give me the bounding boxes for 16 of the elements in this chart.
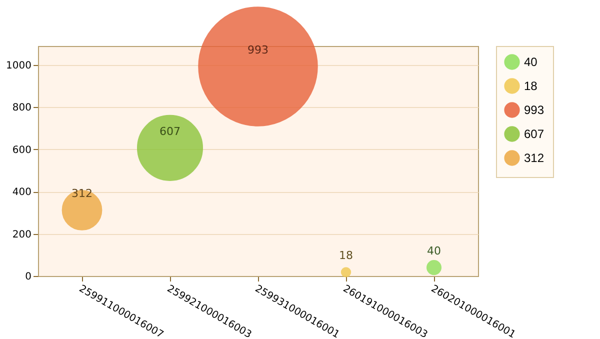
y-tick-label: 400 [12,187,32,198]
legend-label: 40 [524,55,538,69]
legend-label: 18 [524,79,538,93]
data-label: 993 [248,43,268,56]
legend-label: 312 [524,151,544,165]
data-label: 18 [339,249,353,262]
y-tick-label: 800 [12,102,32,114]
data-label: 40 [427,244,441,258]
data-label: 312 [72,187,92,200]
y-tick-label: 200 [12,229,32,240]
y-tick-label: 1000 [6,60,32,72]
y-tick-label: 0 [25,272,32,282]
data-label: 607 [160,124,180,138]
legend-label: 607 [524,127,544,141]
legend-label: 993 [524,103,544,117]
y-tick-label: 600 [12,144,32,156]
